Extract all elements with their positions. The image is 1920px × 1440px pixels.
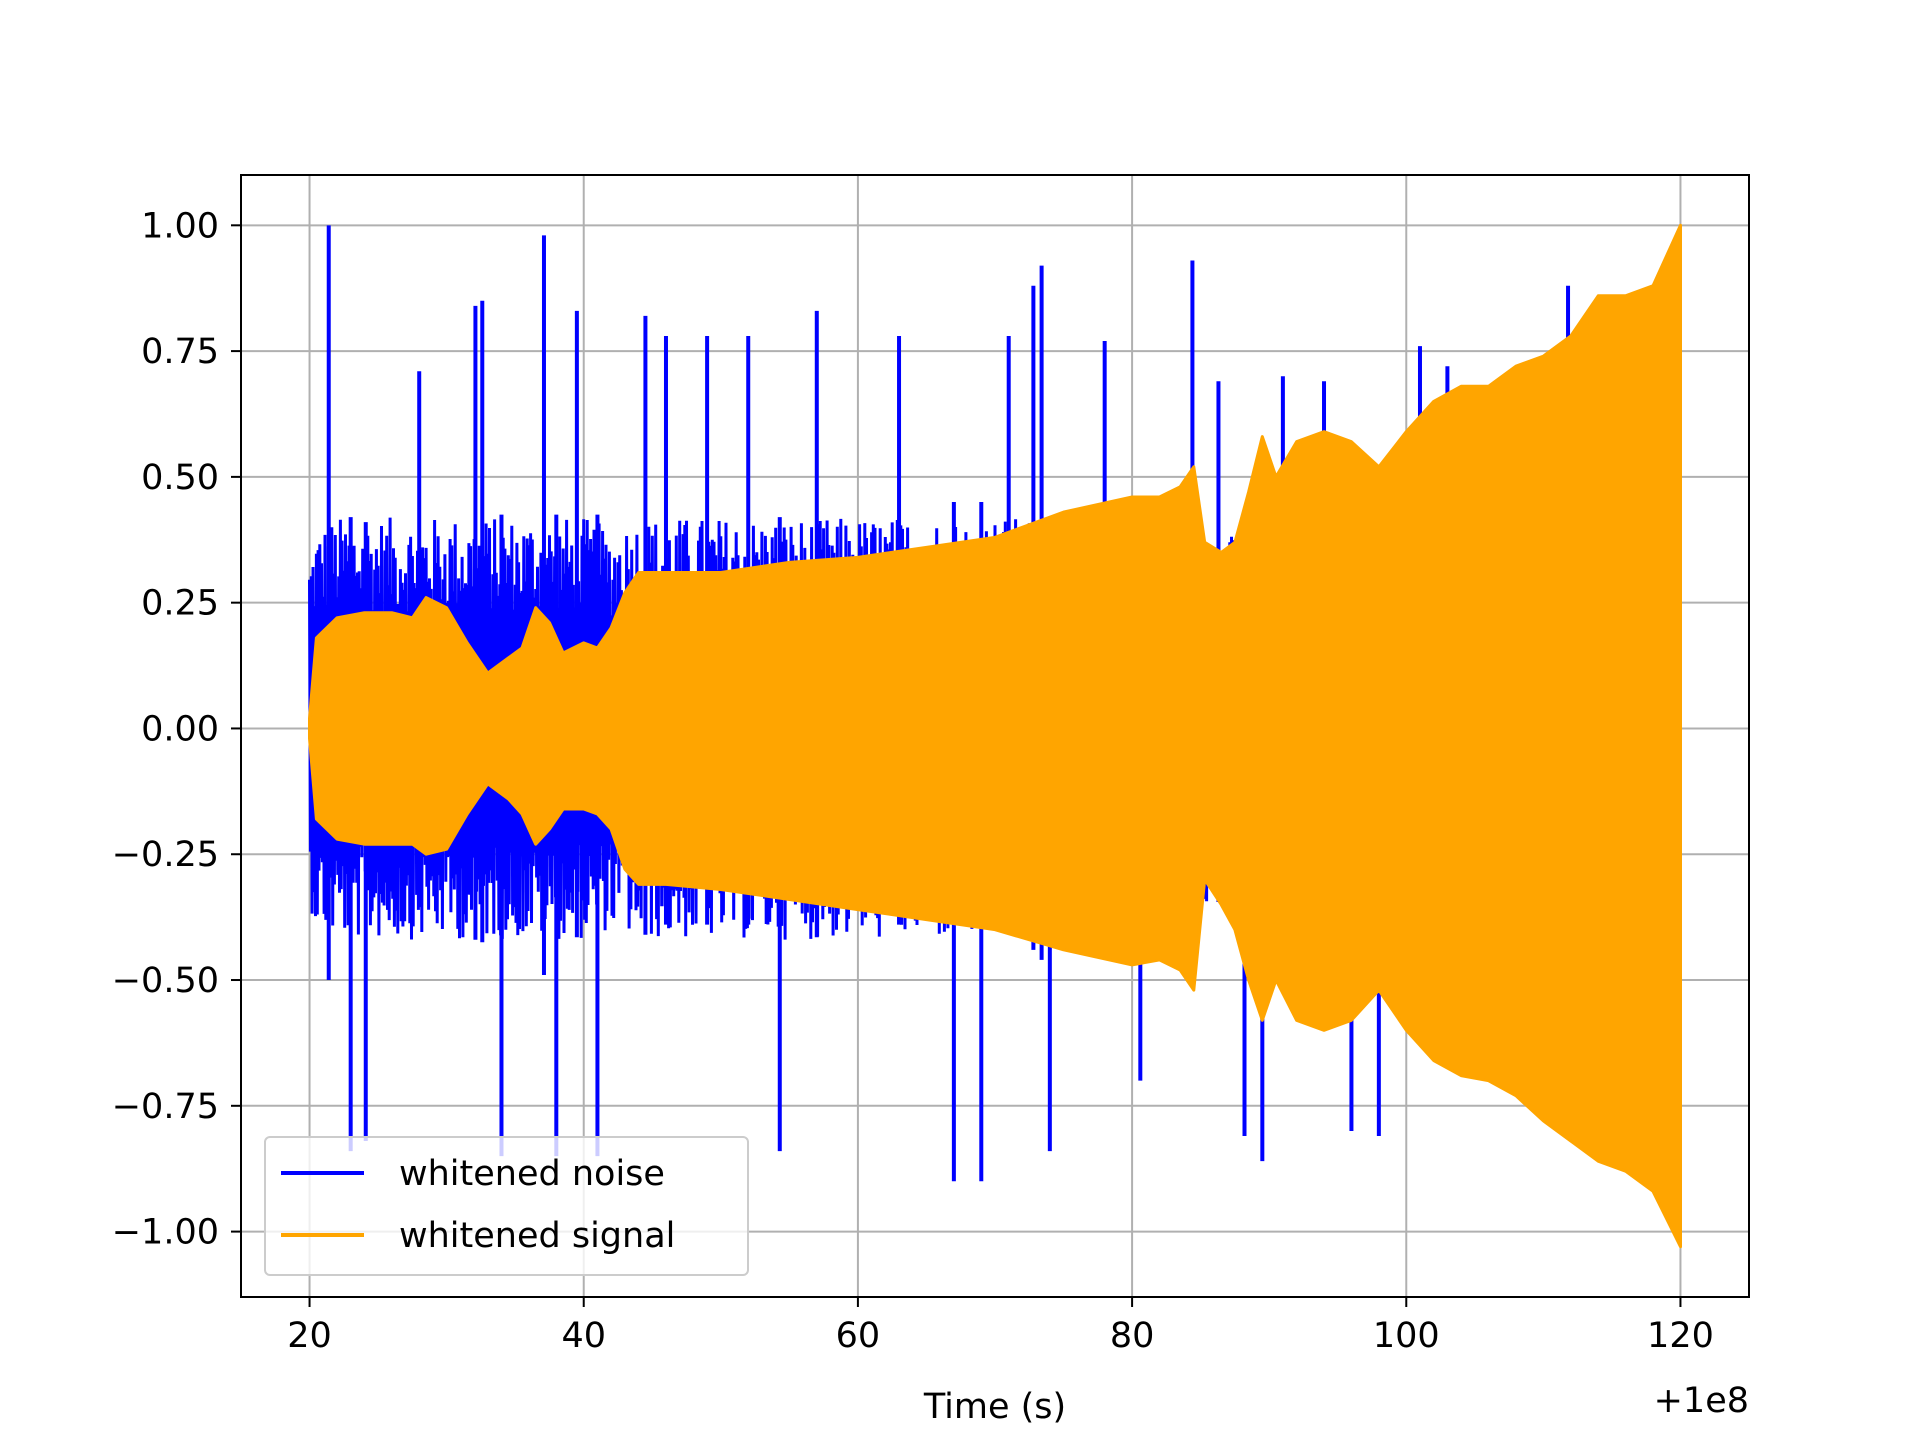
y-tick-label: 1.00: [141, 206, 219, 246]
y-tick-label: 0.75: [141, 332, 219, 372]
y-tick-label: −0.75: [112, 1087, 219, 1127]
legend-label-whitened-signal: whitened signal: [399, 1216, 675, 1256]
whitened-signal-band: [308, 223, 1682, 1249]
x-axis-offset-label: +1e8: [1654, 1381, 1749, 1421]
x-tick-label: 80: [1110, 1316, 1155, 1356]
series-layer: [308, 223, 1682, 1249]
x-tick-label: 120: [1647, 1316, 1714, 1356]
y-tick-label: 0.50: [141, 458, 219, 498]
legend-box: [264, 1136, 749, 1276]
y-tick-label: −0.50: [112, 961, 219, 1001]
y-tick-label: 0.25: [141, 584, 219, 624]
legend: whitened noise whitened signal: [264, 1136, 749, 1276]
x-tick-label: 60: [836, 1316, 881, 1356]
axis-ticks: 20 40 60 80 100 120 1.00 0.75 0.50 0.25 0.00 −0.25 −…: [112, 206, 1714, 1356]
x-tick-label: 40: [561, 1316, 606, 1356]
y-tick-label: −1.00: [112, 1213, 219, 1253]
plot-frame: [240, 174, 1750, 1298]
x-tick-label: 20: [287, 1316, 332, 1356]
y-tick-label: 0.00: [141, 709, 219, 749]
legend-label-whitened-noise: whitened noise: [399, 1154, 665, 1194]
x-axis-label: Time (s): [923, 1387, 1066, 1427]
x-tick-label: 100: [1373, 1316, 1440, 1356]
y-tick-label: −0.25: [112, 835, 219, 875]
